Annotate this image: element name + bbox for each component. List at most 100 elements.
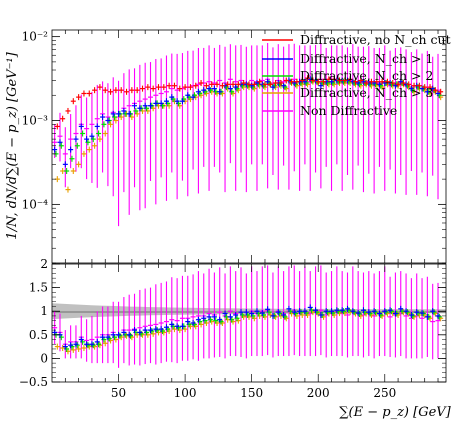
- point-4-37: [249, 45, 255, 165]
- ratio-point-3-0: [52, 311, 58, 345]
- point-1-4: [73, 136, 79, 143]
- point-4-30: [211, 47, 217, 167]
- point-0-15: [134, 87, 140, 94]
- point-2-8: [96, 130, 102, 137]
- point-2-6: [85, 139, 91, 146]
- series-1-marks: [52, 76, 441, 168]
- point-3-2: [65, 186, 71, 193]
- point-1-22: [169, 94, 175, 101]
- point-0-53: [337, 77, 343, 84]
- point-4-18: [148, 62, 153, 181]
- ratio-point-0-36: [243, 309, 249, 316]
- point-1-21: [163, 98, 169, 105]
- point-1-62: [382, 80, 388, 87]
- point-2-1: [58, 142, 64, 149]
- point-0-66: [406, 81, 412, 88]
- point-0-0: [54, 123, 60, 130]
- x-tick-label: 50: [111, 386, 126, 400]
- ratio-point-0-34: [233, 311, 239, 318]
- point-1-58: [360, 78, 366, 85]
- point-1-8: [94, 123, 100, 130]
- point-3-10: [108, 121, 114, 128]
- ratio-point-0-27: [195, 316, 201, 323]
- ratio-point-0-50: [318, 311, 324, 318]
- point-4-20: [158, 58, 164, 178]
- ratio-tick-label: 1.5: [29, 281, 48, 295]
- ratio-point-0-66: [403, 308, 409, 315]
- ratio-point-0-15: [132, 327, 138, 334]
- ratio-point-0-23: [174, 323, 180, 330]
- point-0-56: [352, 78, 358, 85]
- point-0-18: [150, 85, 156, 92]
- point-1-47: [302, 78, 308, 85]
- point-1-41: [270, 84, 276, 91]
- point-0-14: [129, 87, 135, 94]
- point-0-61: [379, 78, 385, 85]
- point-1-43: [281, 82, 287, 89]
- point-0-48: [310, 77, 316, 84]
- ratio-point-3-69: [419, 278, 425, 359]
- point-0-62: [384, 78, 390, 85]
- ratio-point-0-55: [345, 305, 350, 312]
- point-0-43: [283, 77, 289, 84]
- point-0-59: [368, 78, 374, 85]
- ratio-point-0-56: [350, 308, 356, 315]
- point-0-34: [235, 81, 241, 88]
- ratio-point-0-53: [334, 307, 340, 314]
- point-0-47: [305, 75, 311, 82]
- ratio-point-0-21: [163, 324, 169, 331]
- point-0-55: [347, 76, 353, 83]
- ratio-point-2-5: [81, 345, 87, 352]
- point-1-52: [329, 78, 335, 85]
- point-4-45: [291, 43, 297, 172]
- legend: Diffractive, no N_ch cut Diffractive, N_…: [262, 32, 451, 118]
- ratio-point-0-33: [227, 313, 233, 320]
- point-0-29: [209, 81, 215, 88]
- point-3-6: [86, 146, 92, 153]
- point-0-44: [289, 78, 295, 85]
- point-1-50: [318, 82, 324, 89]
- point-2-33: [229, 88, 235, 95]
- ratio-point-0-38: [254, 308, 260, 315]
- point-1-71: [430, 85, 436, 92]
- point-0-35: [241, 80, 247, 87]
- point-0-33: [230, 81, 236, 88]
- ratio-frame: [51, 263, 447, 383]
- ratio-point-0-16: [137, 329, 143, 336]
- point-1-27: [195, 88, 201, 95]
- point-1-45: [291, 80, 297, 87]
- ratio-point-3-3: [68, 325, 74, 359]
- point-1-2: [62, 161, 68, 168]
- ratio-point-3-20: [158, 282, 164, 364]
- ratio-point-0-28: [201, 315, 207, 322]
- point-0-20: [161, 84, 167, 91]
- ratio-point-2-1: [60, 345, 66, 352]
- ratio-point-0-14: [126, 331, 132, 338]
- ratio-point-0-62: [382, 308, 388, 315]
- point-1-23: [174, 98, 180, 105]
- point-1-28: [201, 87, 207, 94]
- point-3-7: [92, 142, 98, 149]
- ratio-point-0-8: [94, 338, 100, 345]
- series-0-marks: [54, 75, 444, 130]
- ratio-point-0-70: [424, 313, 430, 320]
- ratio-point-3-31: [217, 267, 223, 357]
- point-4-21: [163, 55, 169, 201]
- point-0-24: [182, 84, 188, 91]
- point-1-70: [424, 88, 430, 95]
- point-1-6: [84, 136, 90, 143]
- point-4-35: [238, 44, 244, 173]
- ratio-point-1-30: [213, 317, 219, 324]
- point-2-9: [101, 121, 107, 128]
- ratio-point-0-61: [376, 310, 382, 317]
- ratio-point-0-20: [158, 326, 164, 333]
- point-0-65: [400, 80, 406, 87]
- point-0-5: [81, 90, 87, 97]
- point-0-1: [60, 115, 66, 122]
- point-1-37: [249, 82, 255, 89]
- point-3-14: [129, 114, 135, 121]
- point-1-12: [116, 110, 122, 117]
- ratio-point-0-2: [62, 343, 68, 350]
